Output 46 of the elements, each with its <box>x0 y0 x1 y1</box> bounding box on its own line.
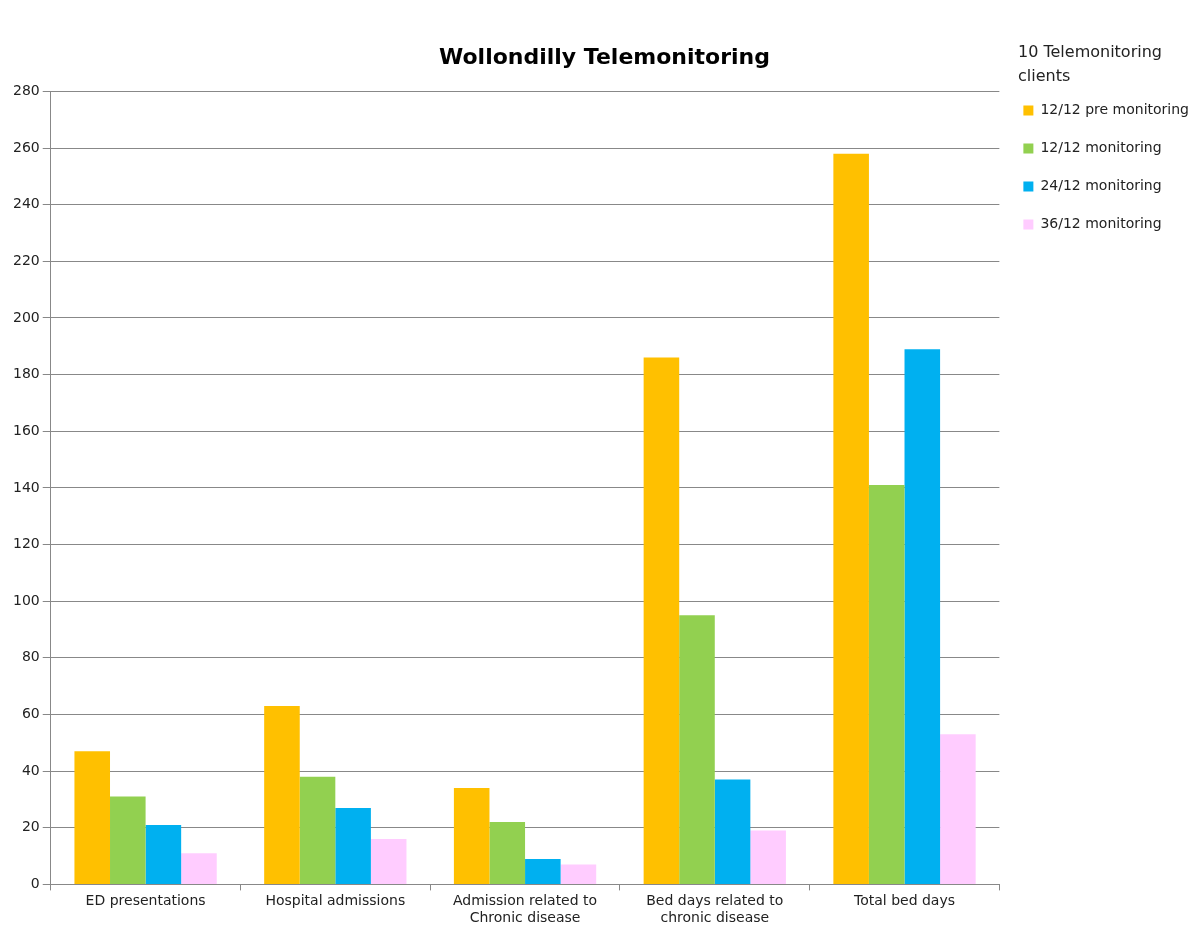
bar <box>264 705 300 884</box>
legend-title: 10 Telemonitoring clients <box>1018 41 1163 87</box>
legend-label: 36/12 monitoring <box>1040 215 1162 232</box>
x-tick-label: Bed days related to chronic disease <box>646 892 784 926</box>
y-tick-label: 260 <box>12 138 40 155</box>
bar <box>904 349 941 884</box>
y-tick-label: 120 <box>12 535 40 552</box>
x-tick-label: Admission related to Chronic disease <box>452 892 598 926</box>
y-tick-label: 140 <box>12 478 40 495</box>
y-tick-label: 20 <box>21 818 40 835</box>
bar <box>868 485 905 884</box>
y-tick-label: 60 <box>21 705 40 722</box>
bar <box>940 734 976 884</box>
y-tick-label: 240 <box>12 195 40 212</box>
bar <box>714 779 751 884</box>
bar <box>525 858 561 884</box>
bar <box>74 751 111 884</box>
bar <box>489 822 526 884</box>
y-tick-label: 200 <box>12 308 40 325</box>
y-tick-label: 280 <box>12 82 40 99</box>
legend-label: 24/12 monitoring <box>1040 177 1162 194</box>
bar <box>833 153 869 884</box>
bar <box>335 807 371 884</box>
y-tick-label: 180 <box>12 365 40 382</box>
bar <box>299 776 336 884</box>
legend-label: 12/12 monitoring <box>1040 139 1162 156</box>
legend-label: 12/12 pre monitoring <box>1040 101 1189 118</box>
y-tick-label: 160 <box>12 421 40 438</box>
bar <box>181 853 217 884</box>
x-tick-label: Total bed days <box>853 892 956 909</box>
y-tick-label: 80 <box>21 648 40 665</box>
bar <box>145 824 182 884</box>
bar <box>370 839 407 884</box>
bar <box>679 615 715 884</box>
bar <box>453 788 490 884</box>
y-tick-label: 100 <box>12 591 40 608</box>
bar <box>560 864 597 884</box>
y-tick-label: 0 <box>30 875 40 892</box>
x-tick-label: Hospital admissions <box>265 892 406 909</box>
y-tick-label: 40 <box>21 761 40 778</box>
bar <box>750 830 786 884</box>
x-tick-label: ED presentations <box>85 892 206 909</box>
y-tick-label: 220 <box>12 251 40 268</box>
bar <box>110 796 146 884</box>
chart-title: Wollondilly Telemonitoring <box>439 43 770 69</box>
bar <box>643 357 680 884</box>
